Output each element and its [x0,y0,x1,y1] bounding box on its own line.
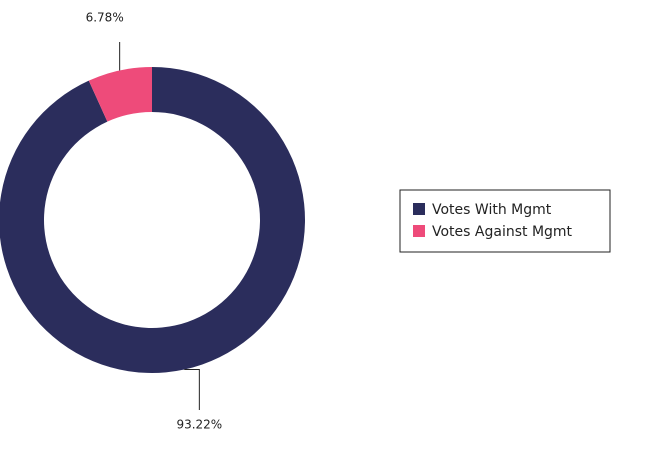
legend-box [399,189,611,253]
legend-label: Votes Against Mgmt [432,224,573,240]
data-label: 6.78% [86,11,124,25]
donut-segment [88,67,152,122]
leader-line [184,369,200,410]
legend-swatch [413,225,425,237]
donut-segment [0,67,305,373]
legend-swatch [413,203,425,215]
legend-label: Votes With Mgmt [432,202,552,218]
data-label: 93.22% [176,418,222,432]
